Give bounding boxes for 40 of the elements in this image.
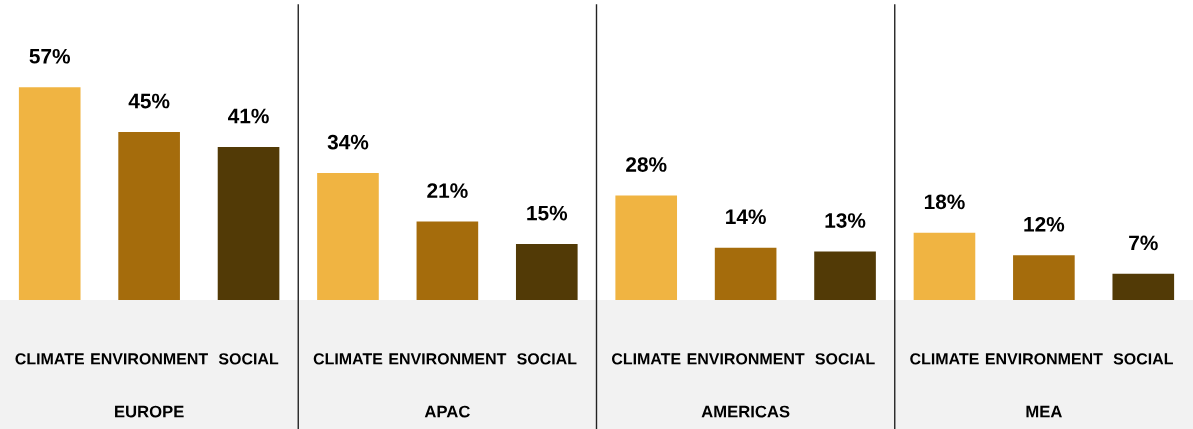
x-tick-label: ENVIRONMENT	[91, 353, 208, 365]
data-label: 57%	[29, 48, 71, 64]
data-label: 34%	[327, 134, 369, 150]
x-tick-label: CLIMATE	[15, 353, 84, 365]
bar	[1112, 273, 1175, 300]
x-tick-label: ENVIRONMENT	[687, 353, 805, 365]
bar	[317, 173, 379, 300]
x-tick-label: CLIMATE	[611, 353, 681, 365]
data-label: 28%	[626, 157, 667, 172]
x-tick-label: SOCIAL	[517, 353, 577, 365]
x-tick-label: ENVIRONMENT	[985, 353, 1103, 365]
bar	[913, 232, 976, 300]
x-tick-label: SOCIAL	[815, 353, 875, 365]
data-label: 18%	[924, 194, 965, 210]
bar	[515, 243, 578, 300]
x-tick-label: ENVIRONMENT	[389, 353, 507, 365]
x-tick-label: SOCIAL	[218, 353, 279, 365]
text: APAC	[424, 405, 470, 418]
x-tick-label: CLIMATE	[910, 353, 979, 365]
data-label: 21%	[427, 183, 468, 198]
data-label: 13%	[825, 213, 866, 228]
x-tick-label: SOCIAL	[1113, 353, 1173, 365]
bar	[714, 247, 777, 300]
data-label: 14%	[726, 209, 766, 225]
bar	[118, 131, 180, 300]
bar	[18, 87, 81, 300]
bar	[1013, 255, 1075, 300]
data-label: 45%	[128, 93, 170, 109]
bar	[814, 251, 876, 300]
x-tick-label: CLIMATE	[313, 353, 383, 365]
bar	[217, 146, 280, 300]
bar	[416, 221, 479, 300]
data-label: 12%	[1024, 216, 1065, 232]
text: MEA	[1026, 405, 1062, 418]
bar	[615, 195, 678, 300]
data-label: 7%	[1129, 235, 1158, 251]
text: EUROPE	[115, 405, 184, 418]
data-label: 15%	[527, 205, 568, 221]
data-label: 41%	[228, 108, 269, 124]
text: AMERICAS	[701, 405, 790, 418]
